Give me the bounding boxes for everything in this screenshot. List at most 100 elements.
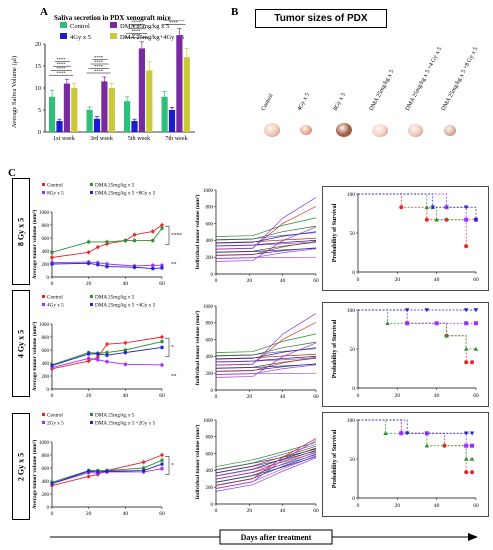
tumor-photo xyxy=(372,123,388,137)
survival-marker xyxy=(434,217,439,222)
survival-marker xyxy=(469,456,475,461)
survival-marker xyxy=(383,431,388,436)
series-line xyxy=(51,224,163,258)
y-tick-label: 400 xyxy=(42,362,50,367)
x-tick-label: 0 xyxy=(51,393,54,399)
y-tick-label: 0 xyxy=(211,503,214,508)
y-tick-label: 0 xyxy=(47,388,50,393)
survival-frame xyxy=(322,186,489,291)
dose-label-2gy: 2 Gy x 5 xyxy=(12,413,30,520)
x-tick-label: 60 xyxy=(473,393,479,399)
bar xyxy=(49,96,56,132)
legend-label: Control xyxy=(47,413,63,419)
x-axis-arrow xyxy=(50,529,478,545)
individual-tumor-line xyxy=(215,248,317,259)
y-tick-label: 800 xyxy=(42,224,50,229)
sig-label: **** xyxy=(94,68,104,73)
legend-label: DMA 25mg/kg+4Gy x 5 xyxy=(120,34,184,41)
individual-tumor-line xyxy=(215,217,317,237)
legend-label: DMA 25mg/kg x 5 +4Gy x 5 xyxy=(95,303,156,309)
dose-label-4gy: 4 Gy x 5 xyxy=(12,290,30,397)
legend-swatch xyxy=(110,22,117,28)
legend-marker xyxy=(42,413,45,416)
bar xyxy=(161,96,168,132)
survival-marker xyxy=(399,431,404,436)
sig-label: ** xyxy=(171,373,177,379)
y-tick-label: 50 xyxy=(350,347,356,353)
tumor-group-label: DMA 25mg/kg x 5 +8 Gy x 5 xyxy=(440,46,480,112)
survival-step xyxy=(358,193,476,221)
y-tick-label: 1000 xyxy=(39,211,50,216)
survival-marker xyxy=(424,205,430,210)
y-tick-label: 200 xyxy=(206,372,214,377)
legend-marker xyxy=(42,191,45,194)
y-axis-label: Average Saliva Volume (μl) xyxy=(11,56,18,128)
y-tick-label: 0 xyxy=(47,506,50,511)
x-tick-label: 20 xyxy=(86,393,92,399)
individual-tumor-line xyxy=(215,450,317,474)
y-tick-label: 20 xyxy=(35,42,41,48)
y-axis-label: Average tumor volume (mm³) xyxy=(31,210,38,280)
sig-label: * xyxy=(171,345,174,351)
x-tick-label: 60 xyxy=(313,278,319,284)
bar xyxy=(63,83,70,132)
y-axis-label: Probability of Survival xyxy=(332,429,338,488)
legend-label: Control xyxy=(47,295,63,301)
legend-label: Control xyxy=(47,183,63,189)
bar xyxy=(146,70,153,132)
survival-marker xyxy=(463,205,469,210)
days-after-treatment-label: Days after treatment xyxy=(240,533,312,542)
survival-marker xyxy=(473,308,479,313)
survival-marker xyxy=(464,360,469,365)
sig-label: **** xyxy=(94,55,104,60)
survival-marker xyxy=(464,244,469,249)
legend-label: 8Gy x 5 xyxy=(47,191,64,197)
survival-marker xyxy=(399,205,404,210)
survival-marker xyxy=(464,470,469,475)
x-tick-label: 5th week xyxy=(128,135,151,142)
y-tick-label: 200 xyxy=(206,256,214,261)
y-axis-label: Probability of Survival xyxy=(332,319,338,378)
x-tick-label: 0 xyxy=(215,278,218,284)
x-tick-label: 3rd week xyxy=(90,135,114,142)
individual-tumor-line xyxy=(215,353,317,360)
survival-chart-4gy: 0 50 100 0 20 40 60 Probability of Survival xyxy=(322,302,489,407)
individual-tumor-line xyxy=(215,448,317,471)
mean-tumor-chart-8gy: Control DMA 25mg/kg x 5 8Gy x 5 DMA 25mg/kg… xyxy=(31,183,182,288)
survival-marker xyxy=(469,431,475,436)
series-line xyxy=(51,341,163,366)
sig-label: **** xyxy=(169,20,179,21)
x-tick-label: 20 xyxy=(247,508,253,514)
x-tick-label: 0 xyxy=(357,277,360,283)
y-axis-label: Individual tumor volume (mm³) xyxy=(194,194,201,269)
survival-marker xyxy=(473,217,479,222)
tumor-group-label: DMA 25mg/kg x 5 +4 Gy x 5 xyxy=(404,46,444,112)
legend-marker xyxy=(42,183,45,186)
sig-label: ** xyxy=(171,261,177,267)
y-tick-label: 800 xyxy=(206,206,214,211)
x-tick-label: 60 xyxy=(159,393,165,399)
legend-label: 2Gy x 5 xyxy=(47,421,64,427)
tumor-photo xyxy=(408,123,423,137)
x-tick-label: 20 xyxy=(395,393,401,399)
legend-swatch xyxy=(110,33,117,39)
survival-frame xyxy=(322,412,489,517)
y-tick-label: 400 xyxy=(206,469,214,474)
tumor-photo xyxy=(444,124,456,136)
bar xyxy=(86,110,93,132)
sig-label: **** xyxy=(94,64,104,69)
survival-marker xyxy=(404,431,410,436)
x-tick-label: 0 xyxy=(51,511,54,517)
x-tick-label: 0 xyxy=(357,503,360,509)
tumor-group-label: 4Gy x 5 xyxy=(296,92,312,112)
y-tick-label: 600 xyxy=(42,467,50,472)
x-tick-label: 20 xyxy=(395,503,401,509)
individual-tumor-line xyxy=(215,452,317,477)
survival-chart-2gy: 0 50 100 0 20 40 60 Probability of Survival xyxy=(322,412,489,517)
sig-bracket xyxy=(165,456,170,475)
y-axis-label: Individual tumor volume (mm³) xyxy=(194,424,201,499)
x-tick-label: 1st week xyxy=(53,135,76,142)
y-tick-label: 100 xyxy=(347,192,356,198)
survival-marker xyxy=(424,308,430,313)
sig-label: **** xyxy=(171,233,182,239)
